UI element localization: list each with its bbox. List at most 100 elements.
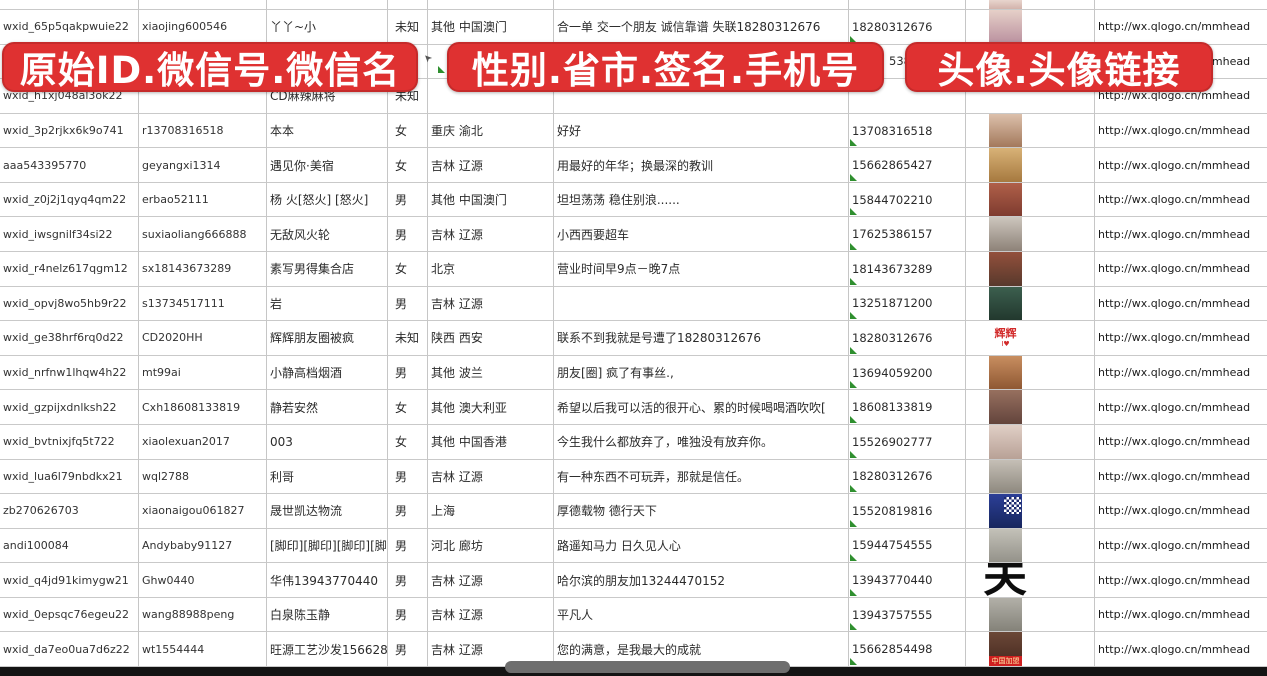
cell-phone[interactable]: 13943757555	[849, 597, 966, 633]
cell-phone[interactable]: 13708316518	[849, 113, 966, 149]
cell-avatar[interactable]	[966, 113, 1095, 149]
cell-region[interactable]: 吉林 辽源	[428, 597, 554, 633]
cell-gender[interactable]: 男	[388, 182, 428, 218]
cell-original-id[interactable]: andi100084	[0, 528, 139, 564]
cell-wechat-name[interactable]: 白泉陈玉静	[267, 597, 388, 633]
cell-original-id[interactable]: wxid_bvtnixjfq5t722	[0, 424, 139, 460]
cell-signature[interactable]: 朋友[圈] 疯了有事丝.,	[554, 355, 849, 391]
cell-gender[interactable]: 女	[388, 113, 428, 149]
cell-region[interactable]: 其他 波兰	[428, 355, 554, 391]
cell-region[interactable]: 吉林 辽源	[428, 459, 554, 495]
cell-gender[interactable]: 女	[388, 390, 428, 425]
cell-original-id[interactable]: wxid_z0j2j1qyq4qm22	[0, 182, 139, 218]
cell-region[interactable]: 吉林 辽源	[428, 286, 554, 322]
cell-gender[interactable]: 未知	[388, 10, 428, 45]
cell-gender[interactable]: 男	[388, 632, 428, 667]
cell-avatar[interactable]	[966, 597, 1095, 633]
cell-signature[interactable]: 用最好的年华；换最深的教训	[554, 148, 849, 183]
cell-gender[interactable]: 男	[388, 286, 428, 322]
cell-gender[interactable]: 男	[388, 355, 428, 391]
cell-region[interactable]: 其他 中国澳门	[428, 182, 554, 218]
cell-wechat-name[interactable]: 岩	[267, 286, 388, 322]
cell-wechat-name[interactable]: 旺源工艺沙发15662854	[267, 632, 388, 667]
cell-signature[interactable]	[554, 286, 849, 322]
cell-wechat-id[interactable]: wt1554444	[139, 632, 267, 667]
cell-signature[interactable]: 好好	[554, 113, 849, 149]
cell-wechat-name[interactable]: 辉辉朋友圈被疯	[267, 321, 388, 356]
cell-phone[interactable]: 18608133819	[849, 390, 966, 425]
cell-avatar-link[interactable]: http://wx.qlogo.cn/mmhead	[1095, 390, 1267, 425]
cell-original-id[interactable]: wxid_opvj8wo5hb9r22	[0, 286, 139, 322]
cell-gender[interactable]: 女	[388, 252, 428, 287]
cell-original-id[interactable]: wxid_gzpijxdnlksh22	[0, 390, 139, 425]
cell-phone[interactable]: 13694059200	[849, 355, 966, 391]
cell-signature[interactable]: 有一种东西不可玩弄，那就是信任。	[554, 459, 849, 495]
cell-wechat-id[interactable]: xiaolexuan2017	[139, 424, 267, 460]
cell-gender[interactable]: 男	[388, 459, 428, 495]
cell-signature[interactable]: 联系不到我就是号遭了18280312676	[554, 321, 849, 356]
cell-wechat-name[interactable]: 小静高档烟酒	[267, 355, 388, 391]
cell-signature[interactable]: 今生我什么都放弃了，唯独没有放弃你。	[554, 424, 849, 460]
cell-region[interactable]	[428, 0, 554, 10]
cell-region[interactable]: 河北 廊坊	[428, 528, 554, 564]
cell-phone[interactable]: 18280312676	[849, 10, 966, 45]
cell-wechat-id[interactable]: xiaojing600546	[139, 10, 267, 45]
cell-avatar[interactable]: 中国加盟	[966, 632, 1095, 667]
cell-avatar-link[interactable]: http://wx.qlogo.cn/mmhead	[1095, 528, 1267, 564]
cell-original-id[interactable]: wxid_ge38hrf6rq0d22	[0, 321, 139, 356]
cell-avatar[interactable]	[966, 390, 1095, 425]
cell-avatar-link[interactable]: http://wx.qlogo.cn/mmhead	[1095, 459, 1267, 495]
cell-phone[interactable]: 17625386157	[849, 217, 966, 253]
cell-signature[interactable]	[554, 0, 849, 10]
cell-phone[interactable]: 15526902777	[849, 424, 966, 460]
cell-gender[interactable]: 未知	[388, 321, 428, 356]
cell-avatar-link[interactable]: http://wx.qlogo.cn/mmhead	[1095, 632, 1267, 667]
cell-avatar[interactable]	[966, 252, 1095, 287]
cell-original-id[interactable]: wxid_iwsgnilf34si22	[0, 217, 139, 253]
cell-wechat-id[interactable]: geyangxi1314	[139, 148, 267, 183]
cell-phone[interactable]: 13251871200	[849, 286, 966, 322]
cell-wechat-name[interactable]: 003	[267, 424, 388, 460]
cell-original-id[interactable]: wxid_0epsqc76egeu22	[0, 597, 139, 633]
cell-avatar[interactable]	[966, 286, 1095, 322]
cell-signature[interactable]: 小西西要超车	[554, 217, 849, 253]
cell-wechat-name[interactable]: 华伟13943770440	[267, 563, 388, 598]
cell-wechat-name[interactable]: [脚印][脚印][脚印][脚	[267, 528, 388, 564]
cell-avatar[interactable]	[966, 528, 1095, 564]
cell-avatar-link[interactable]: http://wx.qlogo.cn/mmhead	[1095, 286, 1267, 322]
cell-wechat-id[interactable]: r13708316518	[139, 113, 267, 149]
cell-avatar[interactable]	[966, 355, 1095, 391]
cell-avatar-link[interactable]: http://wx.qlogo.cn/mmhead	[1095, 321, 1267, 356]
cell-phone[interactable]: 15944754555	[849, 528, 966, 564]
cell-signature[interactable]: 厚德载物 德行天下	[554, 494, 849, 529]
cell-region[interactable]: 其他 中国澳门	[428, 10, 554, 45]
cell-original-id[interactable]: aaa543395770	[0, 148, 139, 183]
cell-signature[interactable]: 合一单 交一个朋友 诚信靠谱 失联18280312676	[554, 10, 849, 45]
cell-region[interactable]: 北京	[428, 252, 554, 287]
cell-avatar-link[interactable]: http://wx.qlogo.cn/mmhead	[1095, 424, 1267, 460]
cell-avatar-link[interactable]: http://wx.qlogo.cn/mmhead	[1095, 113, 1267, 149]
cell-wechat-id[interactable]: CD2020HH	[139, 321, 267, 356]
cell-wechat-id[interactable]: xiaonaigou061827	[139, 494, 267, 529]
cell-original-id[interactable]: wxid_65p5qakpwuie22	[0, 10, 139, 45]
cell-avatar-link[interactable]: http://wx.qlogo.cn/mmhead	[1095, 148, 1267, 183]
cell-phone[interactable]: 15844702210	[849, 182, 966, 218]
cell-gender[interactable]: 男	[388, 597, 428, 633]
cell-avatar[interactable]	[966, 494, 1095, 529]
cell-gender[interactable]: 男	[388, 528, 428, 564]
cell-phone[interactable]: 18143673289	[849, 252, 966, 287]
cell-original-id[interactable]: wxid_nrfnw1lhqw4h22	[0, 355, 139, 391]
cell-region[interactable]: 其他 中国香港	[428, 424, 554, 460]
cell-avatar-link[interactable]: http://wx.qlogo.cn/mmhead	[1095, 182, 1267, 218]
cell-phone[interactable]	[849, 0, 966, 10]
cell-phone[interactable]: 18280312676	[849, 459, 966, 495]
cell-wechat-id[interactable]: Andybaby91127	[139, 528, 267, 564]
cell-wechat-id[interactable]: mt99ai	[139, 355, 267, 391]
cell-avatar[interactable]: 关	[966, 563, 1095, 598]
cell-signature[interactable]: 坦坦荡荡 稳住别浪......	[554, 182, 849, 218]
cell-avatar[interactable]	[966, 10, 1095, 45]
cell-wechat-id[interactable]: sx18143673289	[139, 252, 267, 287]
cell-avatar-link[interactable]: http://wx.qlogo.cn/mmhead	[1095, 494, 1267, 529]
cell-original-id[interactable]: wxid_lua6l79nbdkx21	[0, 459, 139, 495]
cell-signature[interactable]: 营业时间早9点－晚7点	[554, 252, 849, 287]
